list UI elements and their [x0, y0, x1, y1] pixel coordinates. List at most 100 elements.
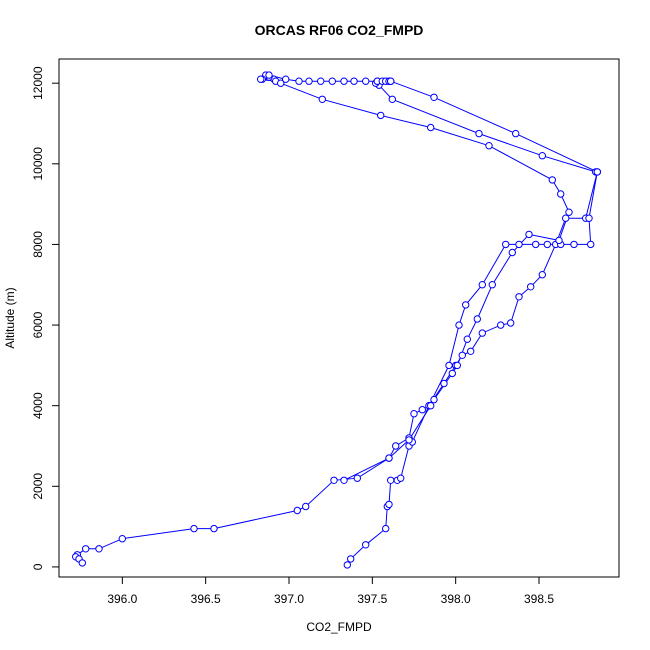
x-axis: 396.0 396.5 397.0 397.5 398.0 398.5 [107, 576, 554, 606]
data-point [458, 351, 466, 359]
data-point [78, 559, 87, 567]
plot-frame [58, 58, 620, 578]
data-point [462, 301, 470, 309]
data-point [570, 240, 578, 249]
data-point [562, 214, 570, 222]
data-point [410, 410, 418, 418]
data-point [525, 230, 533, 239]
data-point [377, 111, 385, 120]
data-point [257, 75, 265, 83]
series-line-5 [260, 78, 570, 481]
data-point [515, 240, 523, 249]
data-point [430, 93, 438, 102]
data-point [497, 321, 505, 329]
data-point [548, 176, 556, 184]
data-point [362, 541, 370, 549]
data-point [502, 240, 510, 249]
data-point [507, 319, 515, 327]
data-point [585, 214, 593, 222]
data-point [382, 524, 390, 533]
data-point [455, 321, 463, 329]
chart-title: ORCAS RF06 CO2_FMPD [255, 22, 424, 38]
data-point [347, 555, 355, 563]
data-point [265, 71, 273, 79]
series-points [72, 71, 601, 569]
data-point [387, 77, 395, 85]
data-point [302, 502, 310, 511]
data-point [565, 208, 573, 216]
y-tick-label: 10000 [31, 147, 45, 181]
x-tick-label: 398.0 [441, 592, 471, 606]
x-tick-label: 396.0 [107, 592, 137, 606]
data-point [475, 129, 483, 138]
data-point [532, 240, 540, 249]
data-point [478, 329, 486, 337]
y-tick-label: 12000 [31, 66, 45, 100]
data-point [463, 335, 471, 343]
data-point [343, 561, 351, 569]
data-point [385, 500, 393, 509]
x-tick-label: 397.5 [357, 592, 387, 606]
data-point [190, 524, 198, 533]
data-point [512, 129, 520, 138]
data-point [467, 347, 475, 355]
data-point [353, 474, 361, 482]
y-tick-label: 8000 [31, 231, 45, 258]
data-point [385, 454, 393, 462]
data-point [445, 361, 453, 370]
data-point [293, 506, 301, 515]
data-point [478, 281, 486, 289]
x-axis-label: CO2_FMPD [306, 620, 372, 634]
data-point [340, 77, 348, 85]
series-line-2 [374, 80, 596, 173]
data-point [350, 77, 358, 85]
data-point [538, 271, 546, 279]
data-point [430, 395, 438, 404]
x-tick-label: 396.5 [191, 592, 221, 606]
data-point [418, 406, 426, 414]
data-point [387, 476, 395, 484]
y-tick-label: 2000 [31, 473, 45, 500]
data-point [282, 75, 290, 83]
data-point [440, 379, 448, 388]
data-point [318, 95, 326, 104]
series-line-4 [74, 80, 598, 564]
data-point [118, 535, 127, 543]
y-axis-label: Altitude (m) [3, 287, 17, 348]
data-point [388, 95, 396, 104]
data-point [277, 79, 285, 87]
data-point [427, 123, 435, 132]
data-point [473, 315, 481, 323]
data-point [330, 476, 338, 484]
data-point [485, 142, 493, 150]
y-tick-label: 0 [31, 563, 45, 570]
series-lines [74, 74, 598, 566]
data-point [362, 77, 370, 85]
data-point [593, 168, 601, 176]
data-point [515, 293, 523, 301]
data-point [397, 474, 405, 482]
data-point [405, 436, 413, 444]
y-tick-label: 4000 [31, 392, 45, 419]
y-axis: 0 2000 4000 6000 8000 10000 12000 [31, 66, 60, 570]
data-point [210, 524, 218, 533]
data-point [340, 476, 348, 484]
data-point [295, 77, 303, 85]
x-tick-label: 397.0 [274, 592, 304, 606]
data-point [95, 545, 103, 553]
data-point [557, 190, 565, 198]
data-point [317, 77, 325, 85]
data-point [527, 283, 535, 291]
data-point [448, 369, 456, 378]
data-point [587, 240, 595, 249]
data-point [538, 152, 546, 160]
data-point [392, 442, 400, 450]
data-point [508, 248, 516, 257]
data-point [453, 361, 461, 370]
data-point [305, 77, 313, 85]
y-tick-label: 6000 [31, 311, 45, 338]
data-point [427, 402, 435, 410]
data-point [543, 240, 551, 249]
x-tick-label: 398.5 [524, 592, 554, 606]
